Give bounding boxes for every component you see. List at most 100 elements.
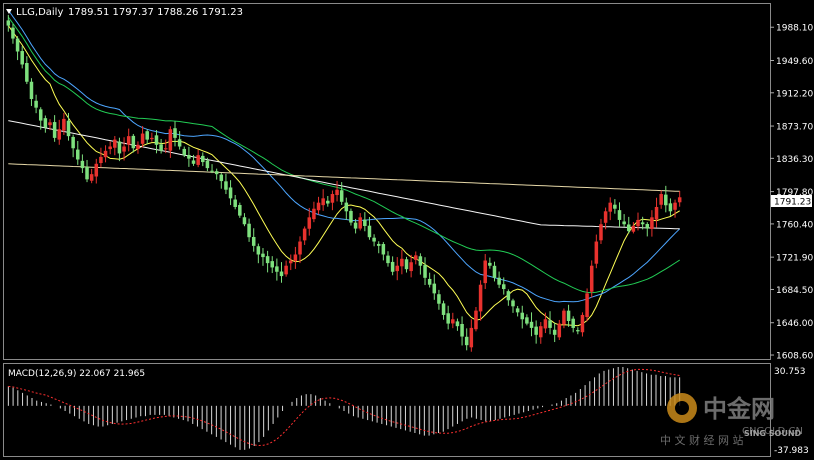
candle-body (20, 51, 24, 65)
price-axis: 1988.10 1949.60 1912.20 1873.70 1836.30 1797.… (770, 24, 813, 362)
candle-body (552, 329, 557, 335)
candle-body (48, 122, 52, 126)
candle-body (71, 136, 75, 149)
candle-body (66, 120, 71, 137)
candle-body (395, 265, 400, 272)
last-price-tag: 1791.23 (771, 195, 812, 208)
candle-body (372, 237, 376, 242)
candle-body (145, 131, 149, 140)
candle-body (270, 261, 274, 268)
candle-body (400, 258, 404, 267)
candle-body (409, 262, 413, 272)
candle-body (580, 314, 585, 333)
price-tick-label: 1760.40 (776, 220, 813, 230)
candle-body (529, 321, 534, 328)
candle-body (163, 148, 168, 150)
candle-body (594, 241, 599, 264)
candle-body (539, 326, 543, 338)
candle-body (423, 265, 427, 278)
macd-panel (3, 363, 771, 457)
ma-slow-line (7, 16, 680, 294)
candle-body (265, 256, 270, 264)
candle-body (488, 262, 492, 266)
candle-body (307, 217, 312, 229)
candle-body (159, 144, 163, 151)
candle-body (321, 198, 325, 206)
candle-body (376, 243, 381, 246)
candle-body (131, 135, 136, 149)
candle-body (469, 327, 474, 348)
candle-body (219, 174, 224, 182)
candle-body (677, 197, 682, 203)
candle-body (520, 312, 525, 320)
candle-body (168, 129, 173, 151)
candle-body (316, 202, 321, 211)
candle-body (626, 224, 631, 232)
candle-body (238, 205, 242, 216)
candle-body (543, 319, 548, 329)
candle-body (214, 171, 219, 175)
candlesticks (6, 14, 682, 352)
candle-body (154, 135, 159, 145)
brand-domain: CNGOLD.CN (742, 426, 803, 437)
price-tick-label: 1912.20 (776, 89, 813, 99)
candle-body (474, 310, 478, 330)
macd-signal-line (8, 368, 680, 447)
candle-body (85, 166, 89, 180)
candle-body (557, 323, 562, 338)
candle-body (150, 137, 154, 140)
candle-body (617, 210, 622, 220)
price-tick-label: 1797.80 (776, 188, 813, 198)
candle-body (122, 146, 126, 152)
price-tick-label: 1873.70 (776, 123, 813, 133)
candle-body (11, 27, 15, 39)
candle-body (293, 254, 298, 262)
partner-logo: SING SOUND (744, 429, 802, 438)
candle-body (201, 155, 205, 163)
candle-body (455, 321, 460, 327)
candle-body (603, 211, 608, 223)
candle-body (233, 199, 237, 207)
candle-body (353, 222, 358, 229)
candle-body (224, 181, 228, 190)
candle-body (437, 294, 441, 304)
candle-body (460, 323, 464, 337)
candle-body (126, 136, 131, 145)
candle-body (326, 200, 330, 204)
brand-tagline: 中 文 财 经 网 站 (660, 433, 743, 447)
candle-body (640, 222, 645, 225)
candle-body (432, 283, 437, 294)
candle-body (29, 81, 34, 100)
collapse-triangle-icon[interactable] (6, 9, 12, 14)
candle-body (599, 224, 603, 241)
candle-body (25, 63, 29, 82)
candle-body (191, 160, 196, 164)
candle-body (654, 206, 659, 220)
candle-body (525, 317, 529, 324)
candle-body (261, 253, 265, 258)
candle-body (451, 319, 455, 324)
price-tick-label: 1949.60 (776, 57, 813, 67)
candle-body (511, 300, 515, 307)
candle-body (196, 155, 200, 165)
candle-body (94, 163, 99, 177)
candle-body (103, 150, 108, 158)
candle-body (108, 146, 112, 150)
candle-body (534, 326, 538, 335)
candle-body (650, 217, 654, 229)
ma-fast-line (7, 25, 680, 327)
candle-body (256, 246, 261, 255)
candle-body (339, 190, 344, 202)
candle-body (182, 148, 187, 156)
candle-body (566, 310, 571, 321)
candle-body (631, 225, 636, 232)
candle-body (441, 303, 446, 315)
candle-body (363, 219, 367, 226)
candle-body (89, 174, 94, 181)
candle-body (571, 318, 575, 328)
candle-body (501, 284, 506, 290)
candle-body (6, 20, 11, 26)
last-price-text: 1791.23 (774, 198, 811, 208)
candle-body (664, 194, 668, 206)
